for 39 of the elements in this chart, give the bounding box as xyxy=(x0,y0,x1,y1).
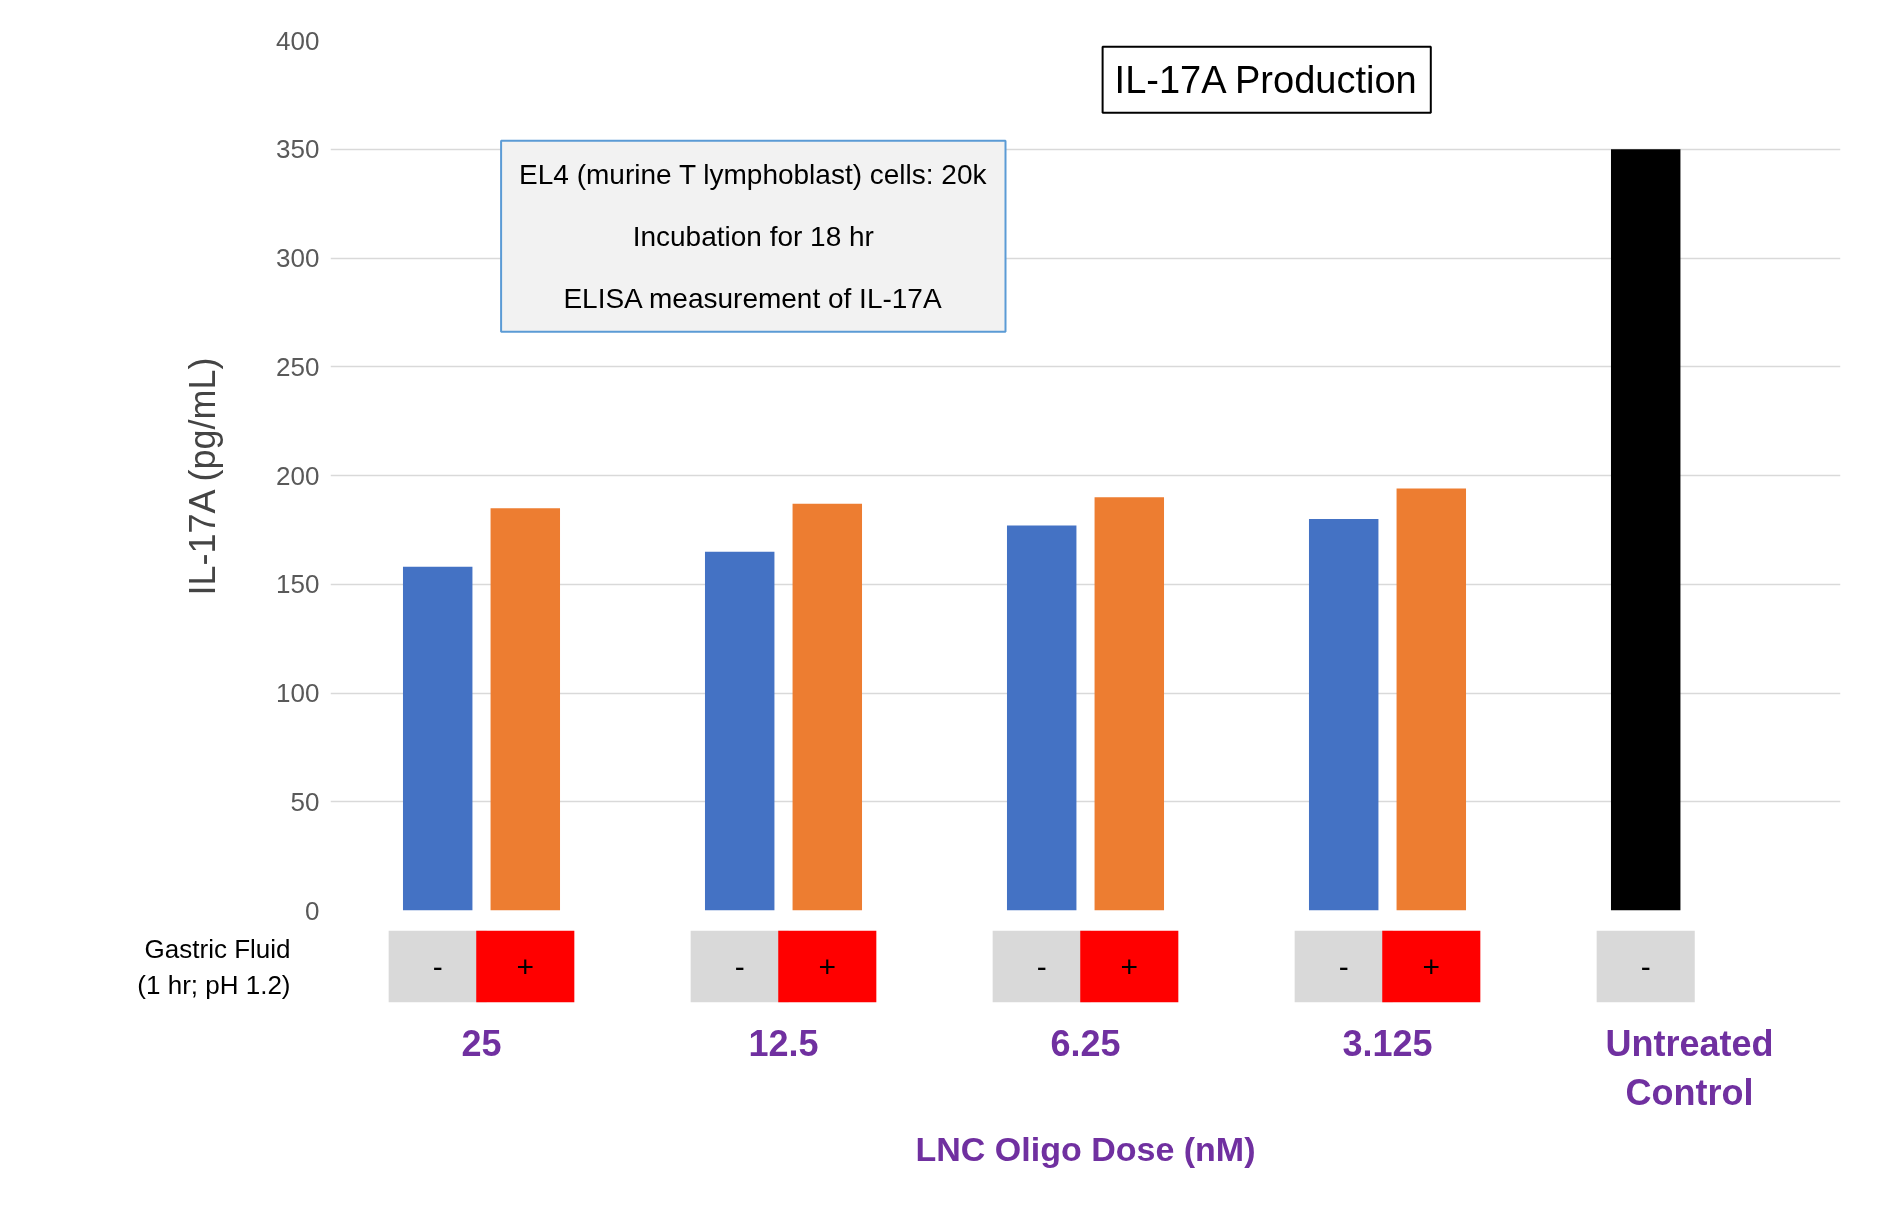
x-tick-label: 6.25 xyxy=(1050,1022,1121,1064)
bar xyxy=(704,551,775,911)
bar xyxy=(1006,525,1077,911)
y-tick-label: 300 xyxy=(276,243,320,273)
annotation: EL4 (murine T lymphoblast) cells: 20k xyxy=(519,158,988,190)
y-tick-label: 250 xyxy=(276,351,320,382)
annotation: Incubation for 18 hr xyxy=(632,220,874,252)
y-tick-label: 50 xyxy=(290,786,320,817)
y-tick-label: 350 xyxy=(276,134,320,165)
text: - xyxy=(1640,949,1651,983)
y-tick-label: 400 xyxy=(276,25,320,56)
bar xyxy=(792,503,863,911)
bar xyxy=(1308,519,1379,911)
x-axis-title: LNC Oligo Dose (nM) xyxy=(915,1129,1256,1168)
text: - xyxy=(1036,949,1047,983)
y-tick-label: 200 xyxy=(276,460,320,491)
y-tick-label: 0 xyxy=(305,895,320,926)
bar xyxy=(1396,488,1467,911)
text: IL-17A Production xyxy=(1114,58,1417,101)
series-label: + xyxy=(516,949,535,983)
y-axis-title: IL-17A (pg/mL) xyxy=(182,357,224,596)
bar xyxy=(490,508,561,911)
bar xyxy=(402,566,473,911)
text: + xyxy=(818,949,837,983)
annotation: ELISA measurement of IL-17A xyxy=(563,282,942,314)
x-tick-label: 3.125 xyxy=(1342,1022,1433,1064)
text: + xyxy=(1120,949,1139,983)
text: - xyxy=(1338,949,1349,983)
text: - xyxy=(734,949,745,983)
y-tick-label: 150 xyxy=(276,569,320,600)
text: Gastric Fluid (1 hr; pH 1.2) xyxy=(137,933,291,1000)
series-label: - xyxy=(432,949,443,983)
y-tick-label: 100 xyxy=(276,678,320,708)
x-tick-label: 25 xyxy=(461,1022,502,1064)
x-tick-label: 12.5 xyxy=(748,1022,819,1064)
bar xyxy=(1610,149,1681,911)
x-tick-label: Untreated Control xyxy=(1605,1022,1774,1113)
text: + xyxy=(1422,949,1441,983)
bar xyxy=(1094,497,1165,911)
